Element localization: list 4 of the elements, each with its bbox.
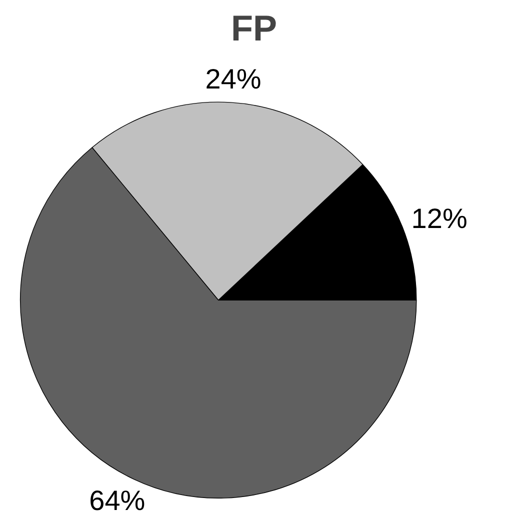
data-label: 12% xyxy=(411,203,468,234)
data-label: 64% xyxy=(89,485,146,516)
data-label: 24% xyxy=(205,63,262,94)
chart-title: FP xyxy=(231,8,278,48)
